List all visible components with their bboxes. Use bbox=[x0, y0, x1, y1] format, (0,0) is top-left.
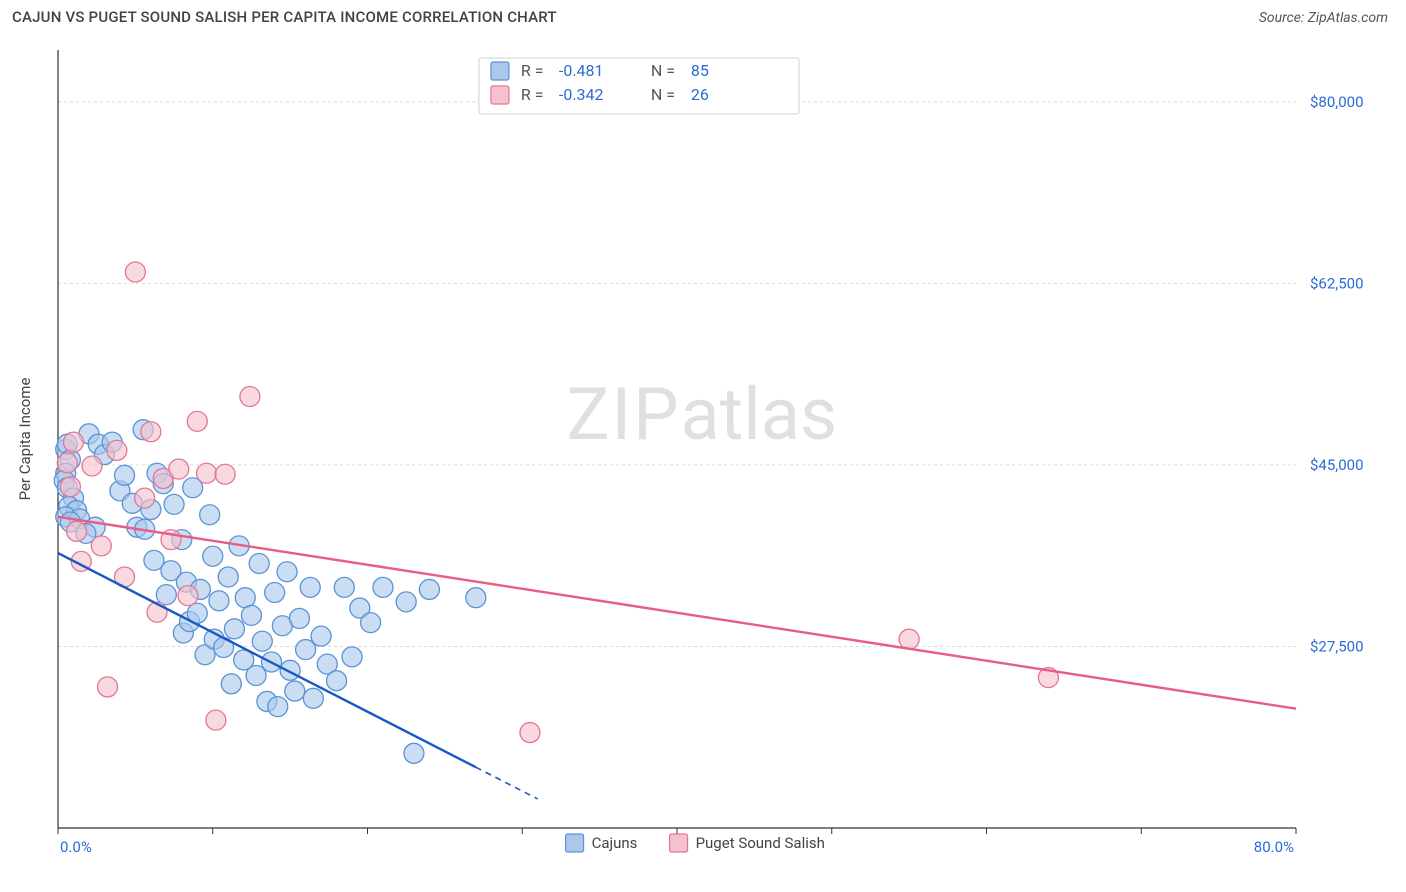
point-cajun bbox=[221, 674, 241, 694]
point-cajun bbox=[156, 585, 176, 605]
point-cajun bbox=[224, 619, 244, 639]
point-salish bbox=[187, 411, 207, 431]
point-cajun bbox=[311, 626, 331, 646]
point-cajun bbox=[466, 588, 486, 608]
point-cajun bbox=[277, 562, 297, 582]
point-cajun bbox=[280, 660, 300, 680]
x-tick-label-min: 0.0% bbox=[60, 838, 92, 856]
point-cajun bbox=[396, 592, 416, 612]
point-cajun bbox=[241, 605, 261, 625]
point-cajun bbox=[334, 577, 354, 597]
point-cajun bbox=[285, 681, 305, 701]
legend-n-label: N = bbox=[651, 85, 675, 104]
point-salish bbox=[82, 456, 102, 476]
trendline-cajun-dashed bbox=[476, 767, 538, 799]
point-cajun bbox=[404, 743, 424, 763]
y-tick-label: $80,000 bbox=[1310, 93, 1364, 111]
bottom-legend-label: Puget Sound Salish bbox=[696, 834, 825, 852]
y-tick-label: $27,500 bbox=[1310, 637, 1364, 655]
legend-swatch bbox=[491, 86, 509, 104]
point-cajun bbox=[218, 567, 238, 587]
point-cajun bbox=[200, 505, 220, 525]
point-salish bbox=[206, 710, 226, 730]
legend-r-label: R = bbox=[521, 85, 544, 104]
point-salish bbox=[240, 386, 260, 406]
point-salish bbox=[63, 432, 83, 452]
point-cajun bbox=[265, 583, 285, 603]
bottom-legend-swatch bbox=[670, 834, 688, 852]
y-tick-label: $62,500 bbox=[1310, 274, 1364, 292]
point-cajun bbox=[373, 577, 393, 597]
chart-area: $27,500 $45,000 $62,500 $80,000 0.0% 80.0% Per… bbox=[12, 40, 1394, 880]
point-cajun bbox=[235, 588, 255, 608]
point-cajun bbox=[303, 688, 323, 708]
point-cajun bbox=[252, 631, 272, 651]
point-cajun bbox=[209, 591, 229, 611]
chart-svg: $27,500 $45,000 $62,500 $80,000 0.0% 80.0% Per… bbox=[12, 40, 1394, 880]
point-salish bbox=[107, 440, 127, 460]
point-salish bbox=[125, 262, 145, 282]
point-cajun bbox=[300, 577, 320, 597]
point-salish bbox=[141, 422, 161, 442]
point-cajun bbox=[327, 671, 347, 691]
legend-n-label: N = bbox=[651, 61, 675, 80]
chart-title: CAJUN VS PUGET SOUND SALISH PER CAPITA I… bbox=[12, 8, 557, 26]
bottom-legend-swatch bbox=[566, 834, 584, 852]
point-cajun bbox=[342, 647, 362, 667]
x-tick-label-max: 80.0% bbox=[1254, 838, 1294, 856]
point-salish bbox=[57, 453, 77, 473]
legend-r-value: -0.481 bbox=[559, 61, 604, 80]
point-cajun bbox=[249, 553, 269, 573]
point-salish bbox=[215, 464, 235, 484]
point-salish bbox=[98, 677, 118, 697]
watermark: ZIPatlas bbox=[566, 372, 837, 457]
legend-swatch bbox=[491, 62, 509, 80]
legend-n-value: 85 bbox=[691, 61, 709, 80]
point-cajun bbox=[419, 579, 439, 599]
point-salish bbox=[147, 602, 167, 622]
point-cajun bbox=[296, 640, 316, 660]
legend-r-label: R = bbox=[521, 61, 544, 80]
bottom-legend-label: Cajuns bbox=[592, 834, 638, 852]
y-tick-label: $45,000 bbox=[1310, 456, 1364, 474]
point-salish bbox=[135, 488, 155, 508]
point-cajun bbox=[203, 546, 223, 566]
legend-r-value: -0.342 bbox=[559, 85, 604, 104]
legend-n-value: 26 bbox=[691, 85, 709, 104]
point-salish bbox=[169, 459, 189, 479]
point-salish bbox=[899, 629, 919, 649]
point-cajun bbox=[164, 494, 184, 514]
point-cajun bbox=[361, 613, 381, 633]
point-cajun bbox=[289, 608, 309, 628]
point-salish bbox=[91, 536, 111, 556]
point-cajun bbox=[246, 666, 266, 686]
source-label: Source: ZipAtlas.com bbox=[1259, 10, 1388, 26]
point-salish bbox=[197, 463, 217, 483]
point-cajun bbox=[268, 697, 288, 717]
point-salish bbox=[178, 586, 198, 606]
point-cajun bbox=[115, 465, 135, 485]
point-salish bbox=[60, 477, 80, 497]
point-salish bbox=[520, 723, 540, 743]
y-axis-title: Per Capita Income bbox=[16, 378, 34, 501]
point-salish bbox=[67, 521, 87, 541]
